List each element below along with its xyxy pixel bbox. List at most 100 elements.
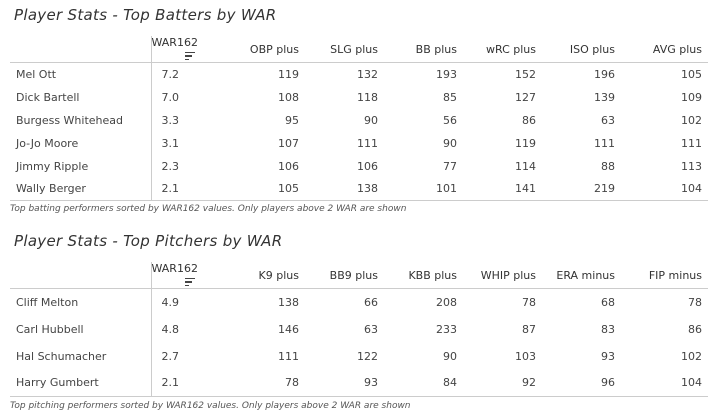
column-header-fip-minus[interactable]: FIP minus xyxy=(621,262,708,289)
column-header-label: KBB plus xyxy=(408,268,457,282)
sort-descending-icon[interactable] xyxy=(185,51,195,61)
column-header-obp-plus[interactable]: OBP plus xyxy=(203,36,305,63)
batters-table: WAR162 OBP plus SLG plus BB plus wRC plus ISO… xyxy=(10,36,708,201)
table-row: Jo-Jo Moore 3.1 107 111 90 119 111 111 xyxy=(10,131,708,155)
table-row: Mel Ott 7.2 119 132 193 152 196 105 xyxy=(10,62,708,86)
column-header-label: AVG plus xyxy=(652,42,702,56)
column-header-bb-plus[interactable]: BB plus xyxy=(384,36,463,63)
stat-cell: 63 xyxy=(364,322,378,336)
stat-cell: 107 xyxy=(278,136,299,150)
stat-cell: 7.0 xyxy=(161,90,180,104)
column-header-kbb-plus[interactable]: KBB plus xyxy=(384,262,463,289)
column-header-bb9-plus[interactable]: BB9 plus xyxy=(305,262,384,289)
stat-cell: 196 xyxy=(594,67,615,81)
column-header-label: WHIP plus xyxy=(480,268,536,282)
stat-cell: 2.1 xyxy=(151,177,203,201)
column-header-label: BB9 plus xyxy=(329,268,378,282)
stat-cell: 114 xyxy=(515,159,536,173)
stat-cell: 92 xyxy=(463,369,542,397)
stat-cell: 77 xyxy=(443,159,457,173)
player-name: Burgess Whitehead xyxy=(10,108,152,132)
column-header-war162[interactable]: WAR162 xyxy=(151,262,203,289)
stat-cell: 152 xyxy=(515,67,536,81)
column-header-label: K9 plus xyxy=(258,268,299,282)
stat-cell: 132 xyxy=(357,67,378,81)
stat-cell: 86 xyxy=(688,322,702,336)
stat-cell: 87 xyxy=(522,322,536,336)
stat-cell: 93 xyxy=(601,349,615,363)
stat-cell: 113 xyxy=(681,159,702,173)
stat-cell: 56 xyxy=(443,113,457,127)
stat-cell: 111 xyxy=(278,349,299,363)
stat-cell: 108 xyxy=(278,90,299,104)
stat-cell: 122 xyxy=(357,349,378,363)
stat-cell: 111 xyxy=(594,136,615,150)
stat-cell: 101 xyxy=(384,177,463,201)
stat-cell: 111 xyxy=(681,136,702,150)
player-name: Harry Gumbert xyxy=(10,369,152,397)
player-name: Carl Hubbell xyxy=(10,315,152,343)
stat-cell: 78 xyxy=(203,369,305,397)
stat-cell: 78 xyxy=(522,295,536,309)
column-header-label: WAR162 xyxy=(151,262,198,275)
column-header-label: SLG plus xyxy=(330,42,378,56)
stat-cell: 127 xyxy=(515,90,536,104)
column-header-avg-plus[interactable]: AVG plus xyxy=(621,36,708,63)
pitchers-title: Player Stats - Top Pitchers by WAR xyxy=(14,232,283,250)
table-row: Jimmy Ripple 2.3 106 106 77 114 88 113 xyxy=(10,154,708,178)
stat-cell: 102 xyxy=(681,113,702,127)
stat-cell: 139 xyxy=(594,90,615,104)
stat-cell: 104 xyxy=(621,177,708,201)
stat-cell: 84 xyxy=(384,369,463,397)
column-header-k9-plus[interactable]: K9 plus xyxy=(203,262,305,289)
stat-cell: 90 xyxy=(443,349,457,363)
stat-cell: 90 xyxy=(364,113,378,127)
stat-cell: 111 xyxy=(357,136,378,150)
player-name: Mel Ott xyxy=(10,62,152,86)
stat-cell: 96 xyxy=(542,369,621,397)
table-row: Cliff Melton 4.9 138 66 208 78 68 78 xyxy=(10,288,708,316)
stat-cell: 93 xyxy=(305,369,384,397)
stat-cell: 102 xyxy=(681,349,702,363)
column-header-label: wRC plus xyxy=(485,42,536,56)
batters-caption: Top batting performers sorted by WAR162 … xyxy=(10,204,407,214)
table-row: Dick Bartell 7.0 108 118 85 127 139 109 xyxy=(10,85,708,109)
stat-cell: 103 xyxy=(515,349,536,363)
stat-cell: 119 xyxy=(515,136,536,150)
stat-cell: 141 xyxy=(463,177,542,201)
stat-cell: 68 xyxy=(601,295,615,309)
stat-cell: 63 xyxy=(601,113,615,127)
stat-cell: 138 xyxy=(305,177,384,201)
player-name: Jo-Jo Moore xyxy=(10,131,152,155)
column-header-player xyxy=(10,36,152,63)
column-header-label: FIP minus xyxy=(648,268,702,282)
stat-cell: 3.1 xyxy=(161,136,180,150)
stat-cell: 118 xyxy=(357,90,378,104)
batters-title: Player Stats - Top Batters by WAR xyxy=(14,6,277,24)
stat-cell: 105 xyxy=(203,177,305,201)
column-header-iso-plus[interactable]: ISO plus xyxy=(542,36,621,63)
stat-cell: 146 xyxy=(278,322,299,336)
table-row: Wally Berger 2.1 105 138 101 141 219 104 xyxy=(10,177,708,201)
column-header-player xyxy=(10,262,152,289)
player-name: Hal Schumacher xyxy=(10,342,152,370)
column-header-whip-plus[interactable]: WHIP plus xyxy=(463,262,542,289)
header-row: WAR162 OBP plus SLG plus BB plus wRC plus ISO… xyxy=(10,36,708,63)
stat-cell: 95 xyxy=(285,113,299,127)
stat-cell: 193 xyxy=(436,67,457,81)
column-header-slg-plus[interactable]: SLG plus xyxy=(305,36,384,63)
stat-cell: 86 xyxy=(522,113,536,127)
column-header-wrc-plus[interactable]: wRC plus xyxy=(463,36,542,63)
stat-cell: 66 xyxy=(364,295,378,309)
column-header-era-minus[interactable]: ERA minus xyxy=(542,262,621,289)
stat-cell: 208 xyxy=(436,295,457,309)
header-row: WAR162 K9 plus BB9 plus KBB plus WHIP plus ER… xyxy=(10,262,708,289)
column-header-label: BB plus xyxy=(415,42,457,56)
stat-cell: 83 xyxy=(601,322,615,336)
stat-cell: 78 xyxy=(688,295,702,309)
stat-cell: 233 xyxy=(436,322,457,336)
column-header-war162[interactable]: WAR162 xyxy=(151,36,203,63)
stat-cell: 119 xyxy=(278,67,299,81)
stat-cell: 2.7 xyxy=(161,349,180,363)
sort-descending-icon[interactable] xyxy=(185,277,195,287)
